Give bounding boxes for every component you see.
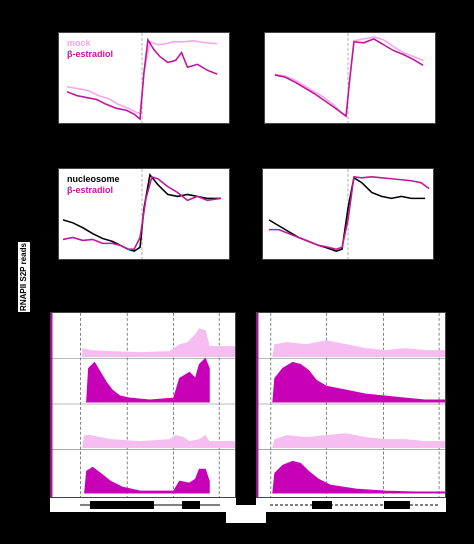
profile-panel-top-right [264,32,436,124]
legend-mock: mock [67,38,91,48]
legend-estradiol-c: β-estradiol [67,185,114,195]
profile-panel-top-left: mock β-estradiol [58,32,230,124]
legend-estradiol: β-estradiol [67,49,114,59]
estradiol-line [66,37,218,121]
legend-a: mock β-estradiol [67,38,113,60]
profile-panel-mid-left: nucleosome β-estradiol [58,168,230,260]
profile-panel-mid-right [262,168,434,260]
gene-tracks-right [256,312,446,498]
legend-nucleosome: nucleosome [67,174,120,184]
gene-tracks-left [50,312,236,498]
nucleosome-line [62,173,222,253]
track-4-estradiol [84,466,210,494]
gene-model-left [50,498,236,512]
track-1-mock [82,328,235,358]
tracks-ylabel: RNAPII S2P reads [18,242,30,312]
track-2-estradiol [86,357,210,403]
track-3-mock [82,434,235,449]
legend-c: nucleosome β-estradiol [67,174,120,196]
gene-model-right [256,498,446,512]
